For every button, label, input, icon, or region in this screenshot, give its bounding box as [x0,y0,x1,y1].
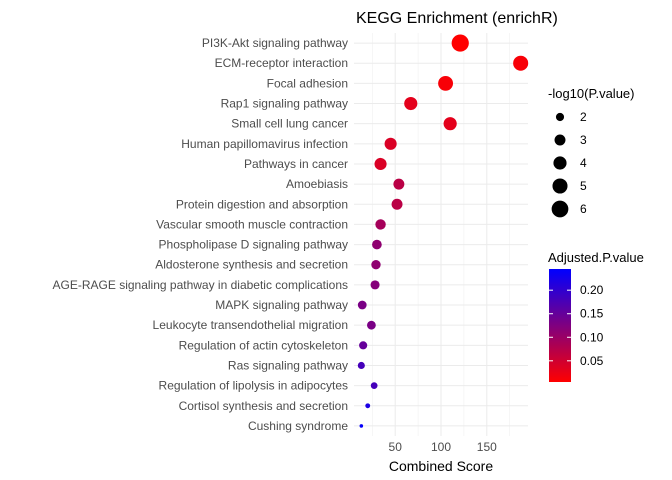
data-point [370,280,380,290]
category-label: Regulation of actin cytoskeleton [179,338,348,352]
category-label: Regulation of lipolysis in adipocytes [159,379,348,393]
category-label: Leukocyte transendothelial migration [153,318,348,332]
color-legend-label: 0.15 [580,307,604,321]
category-label: Cortisol synthesis and secretion [179,399,348,413]
data-point [374,157,387,171]
data-point [384,137,397,150]
color-legend-label: 0.10 [580,330,604,344]
data-point [359,341,368,350]
category-label: PI3K-Akt signaling pathway [202,36,348,50]
data-point [372,239,382,250]
category-label: Small cell lung cancer [231,117,348,131]
size-legend-key [552,178,568,194]
data-point [367,320,376,330]
category-label: AGE-RAGE signaling pathway in diabetic c… [53,278,348,292]
data-point [443,117,457,131]
category-label: Cushing syndrome [248,419,348,433]
category-label: Ras signaling pathway [228,358,348,372]
category-label: Pathways in cancer [244,157,348,171]
size-legend-key [554,134,566,146]
data-point [404,96,418,111]
size-legend-title: -log10(P.value) [548,86,634,101]
size-legend-key [553,156,567,170]
color-legend-title: Adjusted.P.value [548,250,644,265]
size-legend-label: 3 [580,133,587,147]
size-legend-key [555,112,565,122]
data-point [359,424,364,428]
data-point [371,260,381,270]
data-point [393,178,405,190]
x-axis-ticks: 50 100 150 [389,440,498,454]
plot-grid [354,33,528,436]
data-point [391,198,403,210]
category-labels: PI3K-Akt signaling pathway ECM-receptor i… [53,36,349,433]
color-legend: Adjusted.P.value 0.05 0.10 0.15 0.20 [548,250,644,382]
data-point [513,55,529,71]
x-tick-label: 100 [431,440,451,454]
data-point [375,219,386,230]
category-label: Amoebiasis [286,177,348,191]
category-label: Phospholipase D signaling pathway [159,238,348,252]
data-point [357,361,365,370]
plot-points [357,34,529,428]
category-label: Focal adhesion [267,76,348,90]
category-label: MAPK signaling pathway [215,298,348,312]
chart-title: KEGG Enrichment (enrichR) [356,10,558,27]
size-legend-label: 2 [580,110,587,124]
data-point [365,403,371,409]
size-legend-key [551,200,569,218]
size-legend-label: 5 [580,179,587,193]
x-axis-title: Combined Score [389,458,493,474]
data-point [451,34,469,52]
size-legend-label: 4 [580,156,587,170]
data-point [370,382,378,389]
category-label: Protein digestion and absorption [176,197,348,211]
category-label: ECM-receptor interaction [215,56,348,70]
color-legend-label: 0.20 [580,283,604,297]
category-label: Rap1 signaling pathway [221,97,348,111]
x-tick-label: 50 [389,440,403,454]
category-label: Human papillomavirus infection [181,137,348,151]
x-tick-label: 150 [477,440,497,454]
color-legend-label: 0.05 [580,354,604,368]
category-label: Aldosterone synthesis and secretion [155,258,348,272]
color-legend-bar [549,269,571,382]
size-legend-label: 6 [580,202,587,216]
size-legend: -log10(P.value) 2 3 4 5 6 [548,86,634,218]
data-point [357,300,367,310]
data-point [438,75,454,91]
category-label: Vascular smooth muscle contraction [156,217,348,231]
